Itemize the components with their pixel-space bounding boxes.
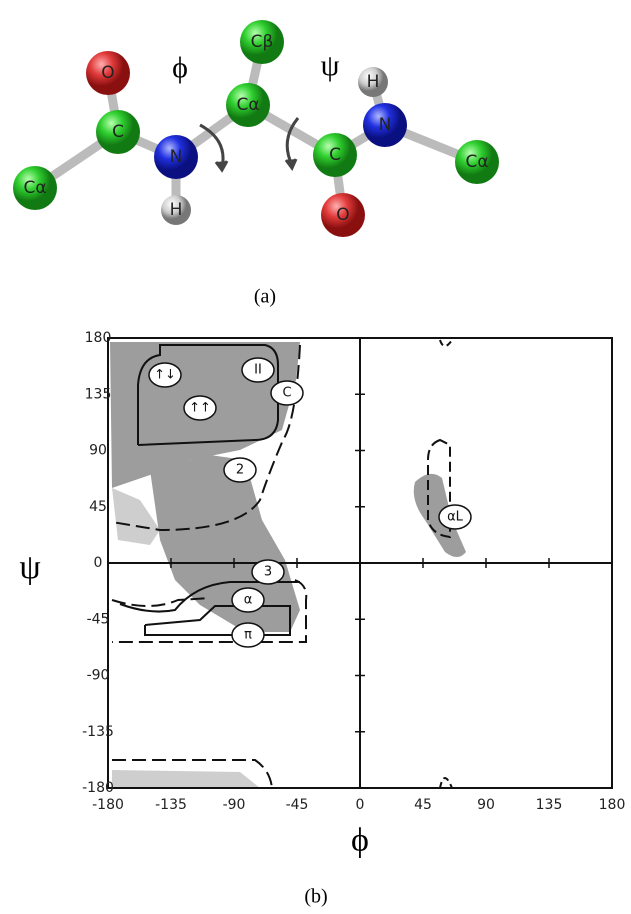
x-tick-label: -135	[155, 797, 187, 813]
region-label: ↑↓	[154, 368, 176, 383]
region-label: π	[244, 628, 252, 643]
y-tick-label: 0	[94, 555, 103, 571]
atom-label: N	[170, 147, 183, 167]
x-tick-label: 90	[477, 797, 495, 813]
atom-label: Cα	[236, 95, 259, 115]
y-tick-label: -135	[82, 724, 114, 740]
angle-label: ψ	[321, 49, 340, 82]
y-tick-label: -90	[87, 668, 110, 684]
x-tick-label: 45	[414, 797, 432, 813]
y-tick-label: -45	[87, 611, 110, 627]
x-tick-label: -90	[223, 797, 246, 813]
atom-label: Cα	[23, 178, 46, 198]
figure: O C Cα N H Cβ Cα C O N H Cα -180 -135 -90 -45 0 45 90 135 1…	[0, 0, 631, 914]
region-label: II	[254, 363, 262, 378]
atom-label: Cβ	[251, 32, 274, 52]
region-label: 3	[264, 565, 272, 580]
atom-label: O	[101, 63, 114, 83]
y-axis-label: ψ	[19, 549, 40, 586]
atom-label: H	[170, 200, 183, 220]
atoms: O C Cα N H Cβ Cα C O N H Cα	[13, 20, 499, 237]
density	[110, 342, 466, 788]
region-label: αL	[447, 510, 464, 525]
x-tick-label: -45	[286, 797, 309, 813]
atom-label: C	[329, 145, 341, 165]
atom-label: N	[379, 115, 392, 135]
region-label: C	[282, 386, 291, 401]
y-tick-label: 180	[85, 330, 112, 346]
atom-label: H	[367, 72, 380, 92]
x-tick-label: 0	[356, 797, 365, 813]
y-tick-label: -180	[82, 780, 114, 796]
x-tick-label: -180	[92, 797, 124, 813]
y-tick-label: 135	[85, 386, 112, 402]
region-label: α	[244, 593, 253, 608]
x-axis-label: ϕ	[351, 822, 369, 859]
y-tick-label: 45	[89, 499, 107, 515]
atom-label: O	[336, 205, 349, 225]
region-label: 2	[236, 463, 244, 478]
region-label: ↑↑	[189, 401, 211, 416]
atom-label: Cα	[465, 152, 488, 172]
panel-label: (a)	[254, 286, 276, 308]
panel-label: (b)	[304, 886, 327, 908]
atom-label: C	[112, 122, 124, 142]
y-tick-label: 90	[89, 443, 107, 459]
angle-label: ϕ	[172, 51, 188, 84]
x-tick-label: 135	[536, 797, 563, 813]
x-tick-label: 180	[599, 797, 626, 813]
plot: -180 -135 -90 -45 0 45 90 135 180 -180 -135 -90 -45 0…	[82, 330, 625, 813]
